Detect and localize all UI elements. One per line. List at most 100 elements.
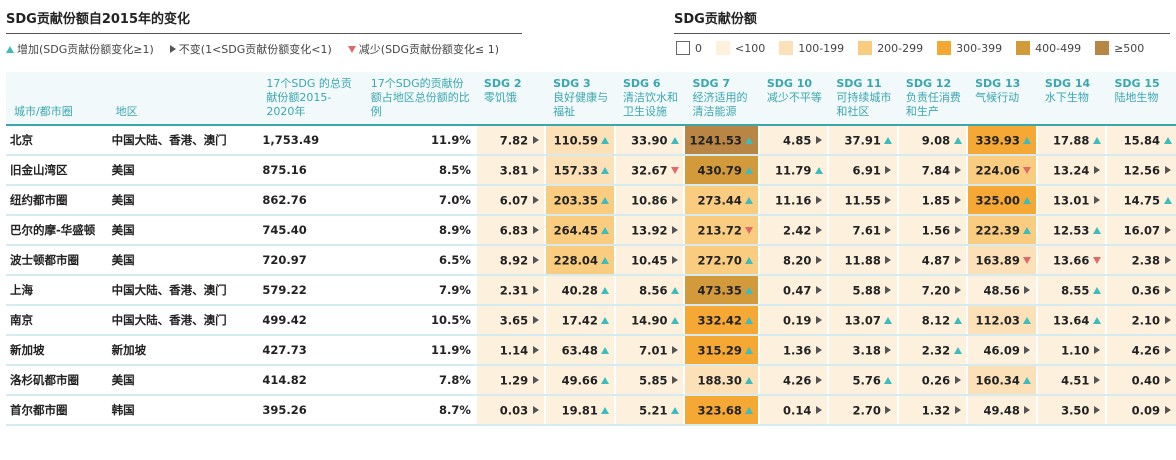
change-marker [670, 166, 679, 174]
up-triangle-icon [745, 256, 754, 264]
right-triangle-icon [1024, 406, 1031, 415]
change-marker [1092, 226, 1101, 234]
color-legend-label: 200-299 [877, 41, 924, 55]
up-triangle-icon [601, 406, 610, 414]
change-marker [1023, 286, 1032, 295]
change-marker [1163, 316, 1172, 325]
sdg-value-cell: 1.36 [757, 335, 829, 366]
sdg-value-cell: 33.90 [613, 125, 685, 156]
color-swatch [1095, 41, 1110, 55]
header-sdg: SDG 6 清洁饮水和卫生设施 [614, 72, 685, 126]
sdg-value-cell: 264.45 [544, 215, 615, 246]
right-triangle-icon [885, 196, 892, 205]
up-triangle-icon [1023, 316, 1032, 324]
sdg-value: 12.53 [1053, 223, 1090, 238]
header-sdg-name: 可持续城市和社区 [836, 91, 892, 118]
change-marker [745, 196, 754, 204]
total-cell: 1,753.49 [258, 125, 363, 156]
sdg-value: 430.79 [697, 163, 742, 178]
sdg-value-cell: 12.53 [1035, 215, 1107, 246]
total-cell: 720.97 [258, 245, 363, 276]
sdg-value: 11.16 [774, 193, 812, 208]
ratio-cell: 7.0% [362, 185, 476, 216]
sdg-value: 4.85 [783, 133, 812, 148]
sdg-value: 203.35 [553, 193, 598, 208]
sdg-value: 110.59 [553, 133, 598, 148]
change-marker [1092, 376, 1101, 385]
change-marker [670, 136, 679, 144]
sdg-value: 3.50 [1061, 403, 1090, 418]
sdg-value-cell: 3.65 [474, 305, 546, 336]
change-marker [1023, 316, 1032, 324]
right-triangle-icon [954, 256, 961, 265]
right-triangle-icon [885, 406, 892, 415]
right-triangle-icon [954, 196, 961, 205]
right-triangle-icon [885, 166, 892, 175]
sdg-value-cell: 8.56 [613, 275, 685, 306]
sdg-value-cell: 6.83 [474, 215, 546, 246]
sdg-value: 40.28 [561, 283, 598, 298]
color-swatch [779, 41, 794, 55]
change-marker [670, 196, 679, 205]
sdg-value-cell: 10.86 [613, 185, 685, 216]
sdg-value: 11.55 [844, 193, 881, 208]
table-row: 新加坡 新加坡 427.73 11.9% 1.14 63.48 7.01 315.29 1.36… [6, 335, 1176, 366]
sdg-table: 城市/都市圈 地区 17个SDG 的总贡献份额2015-2020年 17个SDG… [6, 72, 1176, 426]
city-cell: 上海 [6, 275, 108, 306]
change-marker [953, 226, 962, 235]
up-triangle-icon [745, 286, 754, 294]
sdg-value: 7.61 [852, 223, 881, 238]
sdg-value: 2.42 [783, 223, 812, 238]
change-marker [531, 316, 540, 325]
color-swatch [1016, 41, 1031, 55]
sdg-value-cell: 32.67 [613, 155, 685, 186]
sdg-value: 1.56 [921, 223, 951, 238]
sdg-value-cell: 112.03 [966, 305, 1037, 336]
sdg-value-cell: 5.88 [827, 275, 898, 306]
right-triangle-icon [1093, 166, 1100, 175]
ratio-cell: 10.5% [362, 305, 476, 336]
sdg-value-cell: 13.01 [1035, 185, 1107, 216]
sdg-value: 0.26 [921, 373, 951, 388]
change-marker [884, 226, 893, 235]
change-marker [1023, 376, 1032, 384]
sdg-value-cell: 0.47 [757, 275, 829, 306]
table-row: 纽约都市圈 美国 862.76 7.0% 6.07 203.35 10.86 273.44 11… [6, 185, 1176, 216]
change-marker [1163, 286, 1172, 295]
right-triangle-icon [954, 376, 961, 385]
sdg-value: 7.01 [639, 343, 668, 358]
sdg-value-cell: 7.82 [474, 125, 546, 156]
total-cell: 395.26 [258, 395, 363, 426]
sdg-value-cell: 17.42 [544, 305, 615, 336]
sdg-value: 0.40 [1131, 373, 1160, 388]
sdg-value: 0.14 [783, 403, 812, 418]
header-sdg-name: 陆地生物 [1114, 91, 1159, 104]
header-sdg-number: SDG 11 [836, 77, 882, 90]
change-marker [953, 256, 962, 265]
sdg-value: 12.56 [1123, 163, 1160, 178]
sdg-value: 8.12 [921, 313, 951, 328]
sdg-value-cell: 5.85 [613, 365, 685, 396]
right-triangle-icon [671, 346, 678, 355]
up-triangle-icon [1023, 376, 1032, 384]
change-legend: 增加(SDG贡献份额变化≥1) 不变(1<SDG贡献份额变化<1) 减少(SDG… [6, 41, 499, 57]
sdg-value-cell: 13.66 [1035, 245, 1107, 276]
sdg-value-cell: 163.89 [966, 245, 1037, 276]
color-swatch [676, 41, 690, 55]
change-marker [745, 316, 754, 324]
sdg-value: 8.92 [499, 253, 529, 268]
total-cell: 745.40 [258, 215, 363, 246]
sdg-value-cell: 2.31 [474, 275, 546, 306]
right-triangle-icon [954, 286, 961, 295]
table-row: 巴尔的摩-华盛顿 美国 745.40 8.9% 6.83 264.45 13.92 213.7… [6, 215, 1176, 246]
color-swatch [716, 41, 730, 55]
sdg-value-cell: 17.88 [1035, 125, 1107, 156]
sdg-value: 32.67 [631, 163, 668, 178]
sdg-value-cell: 2.32 [896, 335, 968, 366]
down-triangle-icon [670, 166, 679, 174]
up-triangle-icon [745, 346, 754, 354]
total-cell: 579.22 [258, 275, 363, 306]
sdg-value-cell: 339.93 [966, 125, 1037, 156]
change-marker [953, 166, 962, 175]
change-marker [1092, 196, 1101, 205]
